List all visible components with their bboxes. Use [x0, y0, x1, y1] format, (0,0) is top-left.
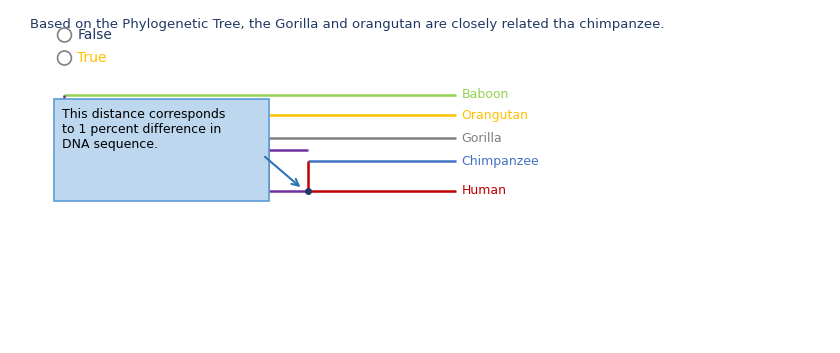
- Text: Orangutan: Orangutan: [461, 108, 528, 121]
- Text: Chimpanzee: Chimpanzee: [461, 155, 539, 168]
- Text: Human: Human: [461, 185, 507, 197]
- Text: Baboon: Baboon: [461, 89, 509, 102]
- Text: True: True: [77, 51, 107, 65]
- Text: False: False: [77, 28, 113, 42]
- Text: Based on the Phylogenetic Tree, the Gorilla and orangutan are closely related th: Based on the Phylogenetic Tree, the Gori…: [29, 18, 664, 31]
- Text: This distance corresponds
to 1 percent difference in
DNA sequence.: This distance corresponds to 1 percent d…: [62, 108, 226, 151]
- FancyBboxPatch shape: [54, 99, 269, 201]
- Text: Gorilla: Gorilla: [461, 132, 502, 144]
